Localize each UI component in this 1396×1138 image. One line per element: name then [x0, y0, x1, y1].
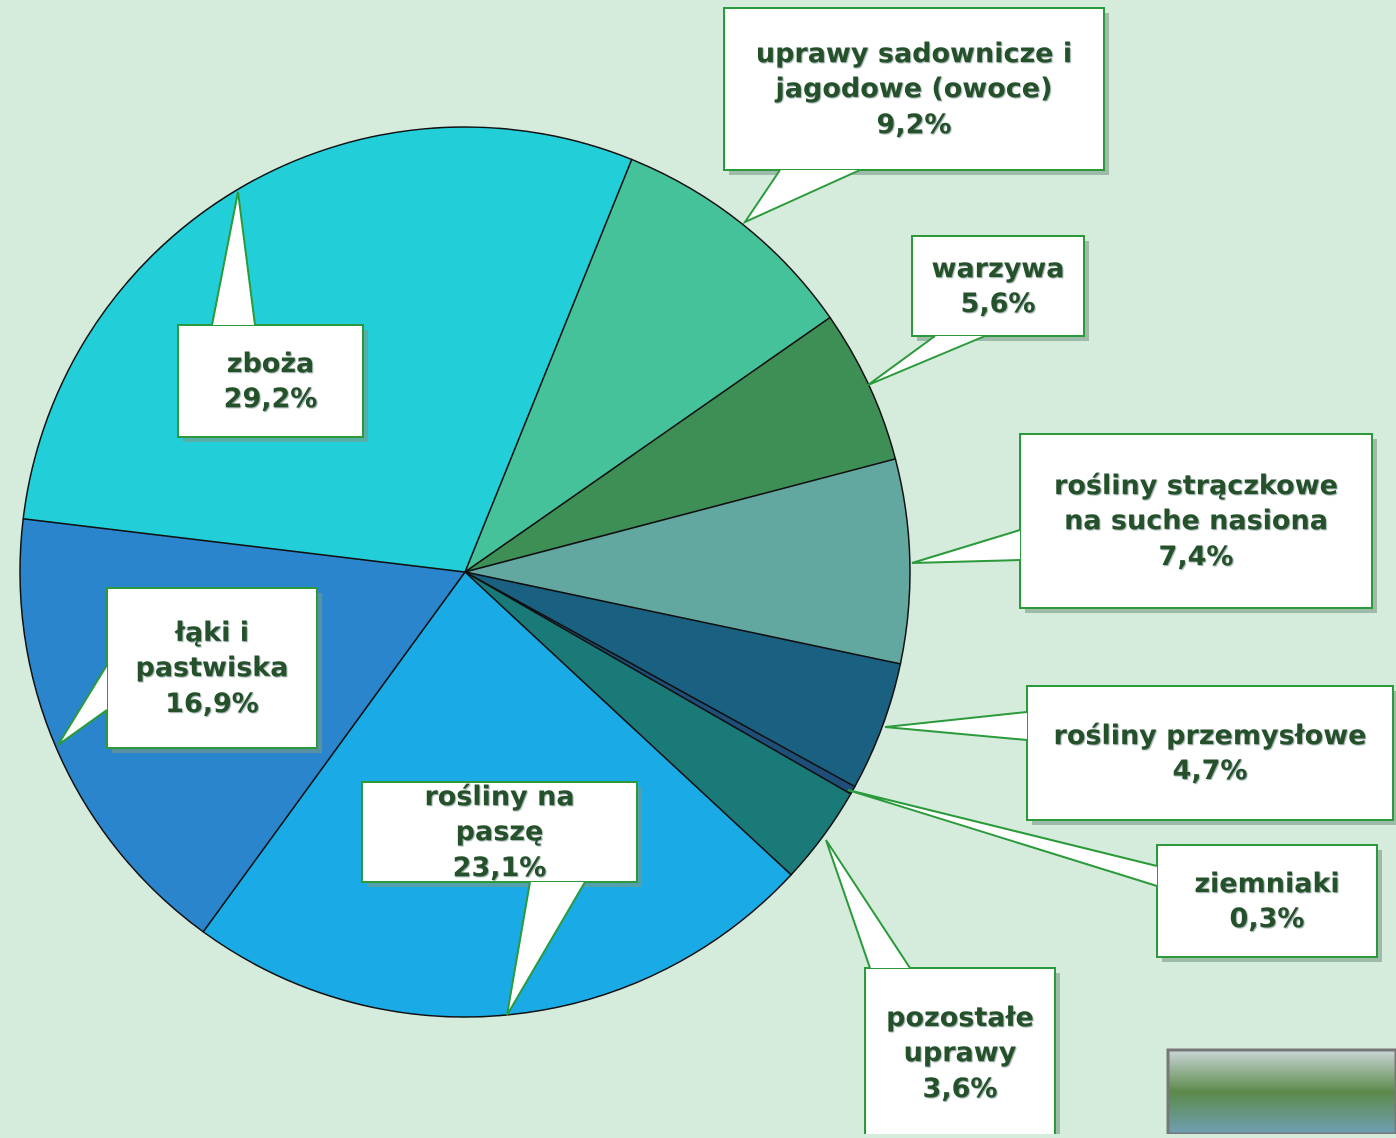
slice-label: zboża 29,2% — [178, 325, 363, 437]
callout-box — [1156, 844, 1378, 958]
category-name: pozostałe uprawy — [886, 1002, 1034, 1069]
slice-label: uprawy sadownicze i jagodowe (owoce) 9,2% — [724, 8, 1104, 170]
callout-pointer-edge — [847, 789, 1158, 887]
value-label: 7,4% — [1158, 540, 1234, 572]
callout-pointer-edge — [211, 191, 256, 326]
callout-pointer-edge — [911, 529, 1021, 564]
callout-box — [106, 587, 318, 749]
value-label: 23,1% — [452, 851, 547, 883]
callout-pointer-edge — [742, 169, 861, 225]
callout-pointer — [212, 192, 255, 325]
pie-slice — [463, 158, 832, 575]
callout-pointer — [885, 712, 1027, 740]
slice-label: rośliny na paszę 23,1% — [362, 781, 637, 883]
callout-box — [1026, 685, 1394, 821]
callout-box — [361, 781, 638, 883]
callout-box — [1019, 433, 1373, 609]
value-label: 16,9% — [165, 687, 259, 719]
category-name: łąki i pastwiska — [135, 617, 289, 684]
callout-box — [723, 7, 1105, 171]
category-name: zboża — [226, 347, 315, 379]
slice-label: warzywa 5,6% — [912, 236, 1084, 336]
category-name: warzywa — [931, 252, 1065, 284]
callout-pointer-edge — [506, 881, 586, 1016]
pie-slice — [464, 458, 911, 665]
callout-box — [177, 324, 364, 438]
slice-label: łąki i pastwiska 16,9% — [107, 588, 317, 748]
value-label: 0,3% — [1229, 903, 1305, 934]
callout-pointer-edge — [867, 335, 986, 386]
category-name: uprawy sadownicze i jagodowe (owoce) — [755, 38, 1073, 105]
category-name: ziemniaki — [1194, 867, 1340, 899]
callout-pointer-edge — [884, 711, 1028, 741]
slice-label: rośliny strączkowe na suche nasiona 7,4% — [1020, 434, 1372, 608]
callout-pointer-edge — [57, 664, 108, 746]
callout-box — [864, 967, 1056, 1134]
value-label: 29,2% — [223, 383, 318, 414]
callout-pointer-edge — [825, 839, 911, 969]
value-label: 4,7% — [1172, 755, 1248, 786]
value-label: 3,6% — [922, 1072, 998, 1104]
value-label: 5,6% — [960, 288, 1036, 319]
logo — [1166, 1048, 1396, 1134]
category-name: rośliny przemysłowe — [1053, 719, 1367, 751]
slice-label: rośliny przemysłowe 4,7% — [1027, 686, 1393, 820]
slice-label: ziemniaki 0,3% — [1157, 845, 1377, 957]
category-name: rośliny na paszę — [424, 781, 575, 848]
callout-box — [911, 235, 1085, 337]
value-label: 9,2% — [876, 108, 952, 140]
slice-label: pozostałe uprawy 3,6% — [865, 968, 1055, 1138]
category-name: rośliny strączkowe na suche nasiona — [1054, 470, 1338, 537]
